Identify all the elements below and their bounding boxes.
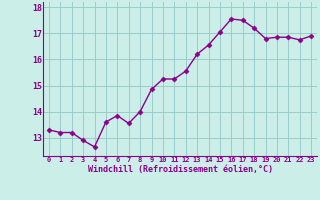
X-axis label: Windchill (Refroidissement éolien,°C): Windchill (Refroidissement éolien,°C) xyxy=(87,165,273,174)
